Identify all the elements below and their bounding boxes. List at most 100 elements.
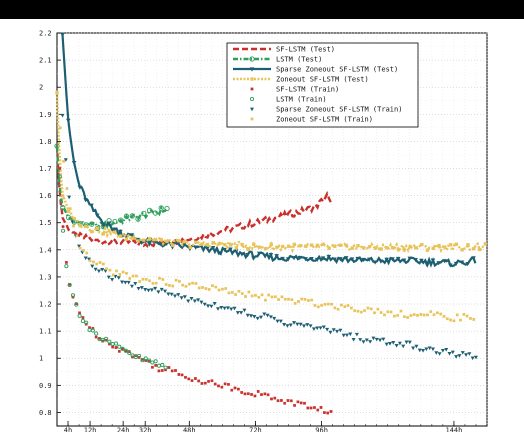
series-marker: [281, 244, 285, 249]
series-marker: [430, 258, 436, 263]
data-point: [289, 399, 293, 403]
x-tick-label: 32h: [139, 427, 152, 432]
data-point: [426, 313, 429, 317]
data-point: [116, 276, 121, 280]
series-marker: [239, 252, 245, 257]
series-marker: [385, 246, 389, 250]
data-point: [249, 314, 254, 318]
series-marker: [210, 245, 216, 251]
data-point: [67, 282, 72, 288]
series-marker: [431, 246, 435, 251]
data-point: [100, 267, 105, 272]
series-marker: [153, 237, 158, 242]
series-marker: [424, 263, 430, 268]
data-point: [147, 358, 152, 363]
data-point: [257, 295, 261, 299]
data-point: [81, 316, 85, 319]
data-point: [194, 282, 198, 285]
data-point: [215, 307, 220, 311]
series-sf-lstm-test-: [55, 145, 333, 248]
data-point: [462, 312, 466, 316]
data-point: [444, 347, 449, 352]
data-point: [94, 335, 98, 339]
series-marker: [71, 161, 77, 166]
data-point: [138, 280, 142, 283]
series-marker: [188, 245, 192, 250]
series-marker: [129, 233, 135, 238]
series-marker: [246, 247, 250, 251]
data-point: [247, 290, 251, 294]
data-point: [430, 347, 435, 352]
data-point: [301, 324, 306, 328]
data-point: [409, 314, 413, 317]
data-point: [305, 323, 310, 327]
data-point: [240, 391, 244, 394]
data-point: [113, 341, 119, 346]
y-tick-label: 1.7: [39, 165, 52, 173]
series-marker: [356, 243, 360, 248]
data-point: [156, 290, 161, 295]
data-point: [260, 393, 263, 396]
series-marker: [94, 213, 100, 218]
data-point: [174, 278, 178, 282]
data-point: [150, 360, 155, 365]
series-marker: [291, 256, 297, 261]
series-marker: [326, 254, 332, 260]
data-point: [389, 310, 393, 314]
series-marker: [147, 237, 152, 241]
series-marker: [327, 246, 331, 250]
series-layer: [54, 32, 487, 415]
data-point: [98, 261, 102, 264]
series-marker: [425, 248, 430, 252]
data-point: [363, 309, 366, 312]
data-point: [318, 326, 323, 330]
data-point: [227, 291, 231, 295]
data-point: [437, 352, 442, 356]
data-point: [222, 306, 227, 311]
series-marker: [106, 221, 112, 226]
data-point: [104, 336, 109, 341]
data-point: [225, 306, 230, 310]
legend: SF-LSTM (Test) LSTM (Test) Sparse Zoneout …: [226, 42, 419, 128]
data-point: [469, 317, 472, 320]
data-point: [163, 365, 168, 370]
data-point: [421, 349, 426, 353]
series-line: [55, 145, 333, 248]
series-marker: [274, 254, 279, 259]
series-marker: [332, 257, 337, 262]
data-point: [237, 289, 241, 293]
series-marker: [83, 198, 88, 203]
y-tick-label: 1.5: [39, 219, 52, 227]
data-point: [447, 352, 452, 356]
data-point: [240, 292, 244, 295]
data-point: [126, 280, 131, 285]
data-point: [414, 344, 419, 349]
series-marker: [414, 246, 418, 250]
data-point: [253, 394, 257, 398]
data-point: [190, 379, 194, 382]
series-marker: [101, 232, 105, 236]
series-marker: [310, 243, 314, 247]
series-marker: [459, 260, 465, 265]
data-point: [209, 304, 214, 309]
series-marker: [453, 261, 459, 267]
data-point: [68, 207, 72, 211]
series-marker: [372, 260, 378, 265]
data-point: [210, 379, 214, 383]
y-tick-label: 2.1: [39, 57, 52, 65]
data-point: [286, 399, 290, 402]
data-point: [282, 323, 287, 327]
data-point: [397, 341, 402, 346]
data-point: [369, 307, 373, 311]
data-point: [140, 358, 145, 363]
series-marker: [95, 226, 100, 230]
data-point: [280, 399, 283, 402]
data-point: [167, 366, 171, 369]
data-point: [467, 352, 472, 356]
data-point: [243, 392, 247, 396]
series-marker: [257, 245, 262, 249]
data-point: [85, 251, 89, 255]
data-point: [196, 298, 201, 302]
data-point: [265, 313, 270, 318]
data-point: [70, 293, 76, 298]
